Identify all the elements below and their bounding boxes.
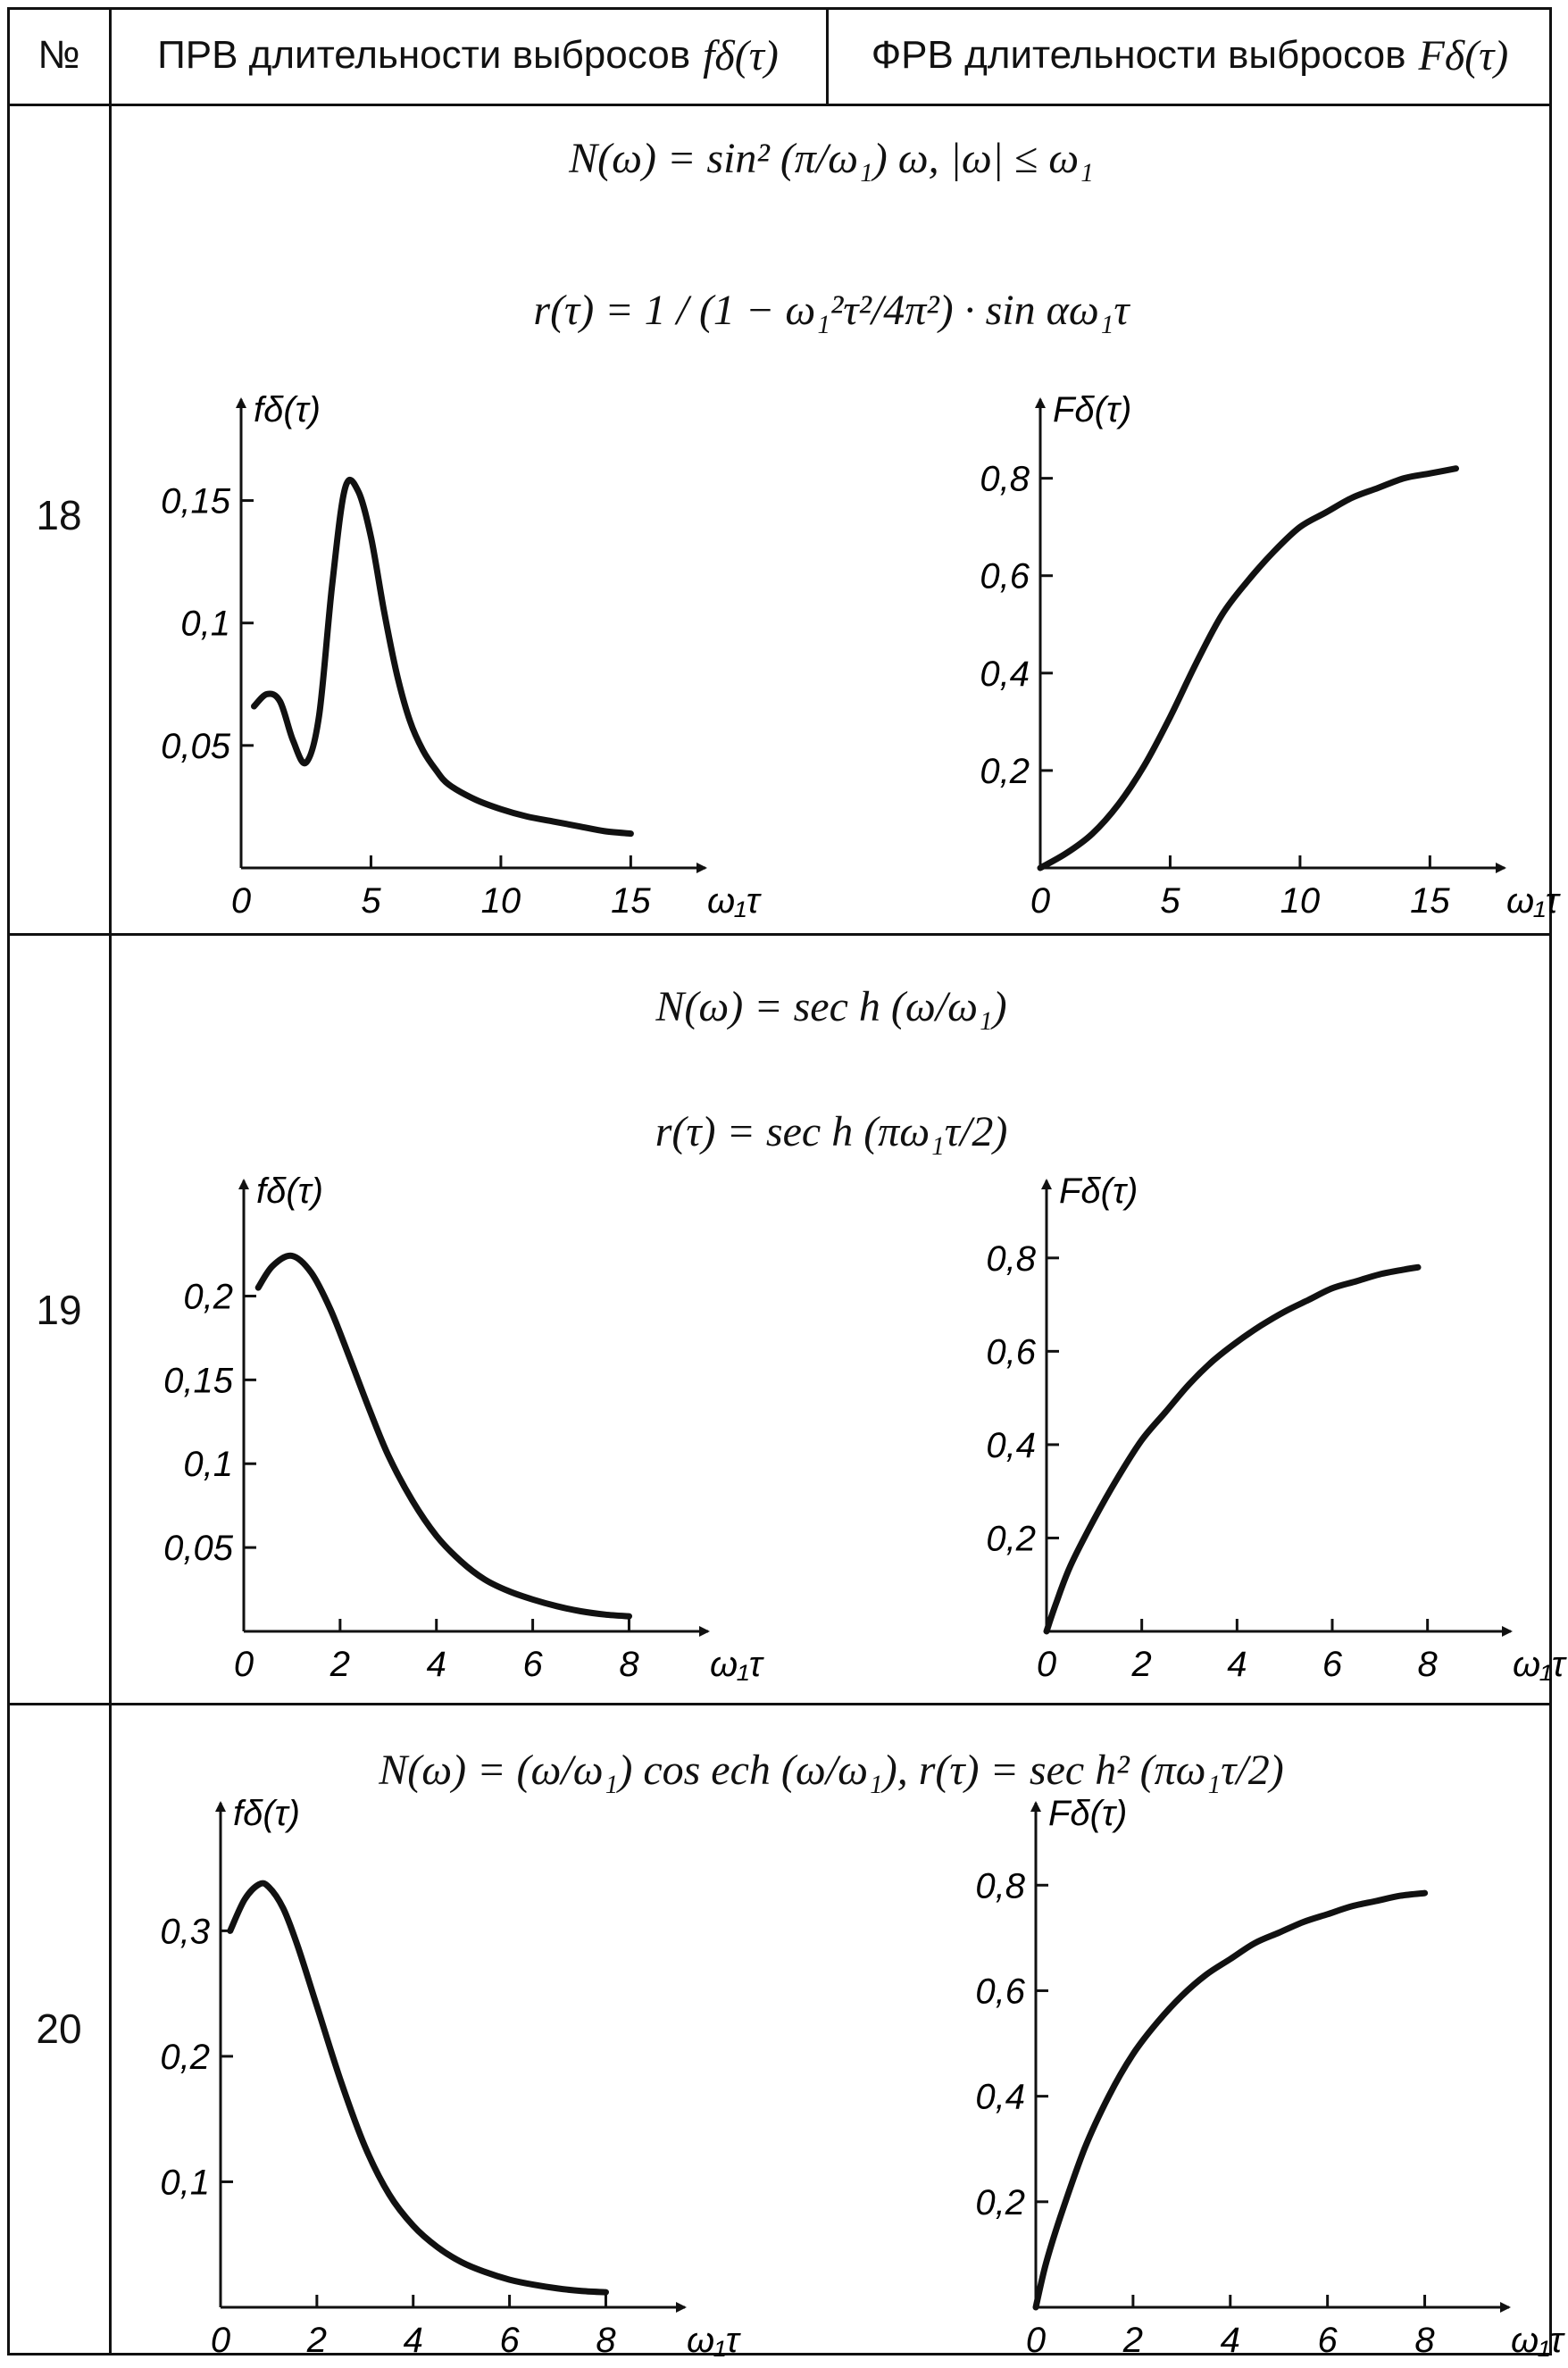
x-tick-label: 0 [1026,2321,1046,2360]
y-tick-label: 0,6 [986,1332,1036,1372]
row19-formula-spectrum: N(ω) = sec h (ω/ω₁) [655,983,1007,1030]
x-axis-label: ω₁τ [1511,2321,1566,2360]
header-number-label: № [38,33,80,77]
x-tick-label: 5 [361,881,381,921]
y-tick-label: 0,8 [975,1866,1025,1905]
header-cdf-label: ФРВ длительности выбросов [871,33,1406,77]
chart-r18_pdf: 0,05 0,1 0,15 0 5 10 15 ω₁τ fδ(τ) [161,390,763,921]
y-tick-label: 0,05 [161,727,231,766]
header-pdf-label: ПРВ длительности выбросов [157,33,691,77]
y-tick-label: 0,05 [163,1529,234,1568]
row18-formula-spectrum: N(ω) = sin² (π/ω₁) ω, |ω| ≤ ω₁ [569,135,1094,182]
x-tick-label: 8 [619,1645,639,1684]
y-axis-label: fδ(τ) [254,390,321,429]
y-tick-label: 0,8 [986,1239,1036,1279]
y-tick-label: 0,15 [161,482,231,521]
y-tick-label: 0,2 [975,2183,1025,2222]
y-tick-label: 0,1 [180,605,230,644]
y-tick-label: 0,1 [160,2163,210,2202]
y-axis-label: fδ(τ) [256,1171,323,1211]
chart-r20_pdf: 0,1 0,2 0,3 0 2 4 6 8 ω₁τ fδ(τ) [160,1794,741,2360]
row-divider-19-20 [7,1703,1552,1705]
x-tick-label: 0 [211,2321,230,2360]
chart-r18_cdf: 0,2 0,4 0,6 0,8 0 5 10 15 ω₁τ Fδ(τ) [980,390,1561,921]
x-tick-label: 6 [1322,1645,1343,1684]
x-tick-label: 0 [1037,1645,1056,1684]
x-tick-label: 5 [1160,881,1180,921]
x-tick-label: 15 [1410,881,1450,921]
x-axis-label: ω₁τ [710,1645,765,1684]
y-tick-label: 0,3 [160,1912,210,1951]
x-tick-label: 0 [231,881,251,921]
row-number-18: 18 [36,492,82,538]
y-tick-label: 0,1 [183,1445,233,1484]
y-tick-label: 0,6 [980,557,1030,596]
y-axis-label: fδ(τ) [233,1794,300,1833]
series-line [1032,1889,1429,2311]
y-tick-label: 0,8 [980,460,1030,499]
x-tick-label: 2 [1131,1645,1152,1684]
header-cdf-math: Fδ(τ) [1418,31,1509,79]
y-tick-label: 0,2 [183,1277,233,1316]
series-line [251,476,634,838]
x-tick-label: 8 [1418,1645,1439,1684]
x-tick-label: 4 [404,2321,423,2360]
header-pdf: ПРВ длительности выбросов fδ(τ) [111,7,825,104]
series-line [227,1880,609,2296]
table-frame [7,7,1552,2355]
y-tick-label: 0,4 [975,2078,1025,2117]
number-column-divider [109,7,112,2355]
y-axis-label: Fδ(τ) [1048,1794,1127,1833]
y-tick-label: 0,4 [980,655,1030,694]
x-tick-label: 10 [1280,881,1321,921]
row-divider-18-19 [7,933,1552,936]
header-pdf-math: fδ(τ) [703,31,779,79]
row-number-19: 19 [36,1287,82,1333]
x-tick-label: 4 [1221,2321,1240,2360]
x-tick-label: 6 [522,1645,543,1684]
series-line [254,1252,632,1620]
x-axis-label: ω₁τ [707,881,763,921]
chart-r20_cdf: 0,2 0,4 0,6 0,8 0 2 4 6 8 ω₁τ Fδ(τ) [975,1794,1565,2360]
x-tick-label: 6 [1318,2321,1339,2360]
x-tick-label: 4 [1227,1645,1247,1684]
header-number: № [7,7,111,104]
row19-formula-correlation: r(τ) = sec h (πω₁τ/2) [655,1108,1008,1155]
x-tick-label: 8 [596,2321,616,2360]
header-column-divider [826,7,829,105]
y-tick-label: 0,2 [986,1519,1036,1558]
header-divider [7,104,1552,106]
x-axis-label: ω₁τ [1506,881,1562,921]
header-cdf: ФРВ длительности выбросов Fδ(τ) [828,7,1552,104]
x-axis-label: ω₁τ [687,2321,742,2360]
y-axis-label: Fδ(τ) [1059,1171,1138,1211]
row-number-20: 20 [36,2005,82,2052]
y-tick-label: 0,4 [986,1426,1036,1465]
x-tick-label: 10 [481,881,521,921]
x-tick-label: 2 [1122,2321,1143,2360]
chart-r19_pdf: 0,05 0,1 0,15 0,2 0 2 4 6 8 ω₁τ fδ(τ) [163,1171,765,1684]
y-tick-label: 0,2 [980,752,1030,791]
x-tick-label: 4 [427,1645,446,1684]
x-tick-label: 8 [1414,2321,1435,2360]
y-tick-label: 0,15 [163,1361,234,1400]
x-tick-label: 15 [611,881,651,921]
row20-formula: N(ω) = (ω/ω₁) cos ech (ω/ω₁), r(τ) = sec… [379,1747,1284,1794]
x-tick-label: 2 [329,1645,350,1684]
x-tick-label: 2 [306,2321,327,2360]
row18-formula-correlation: r(τ) = 1 / (1 − ω₁²τ²/4π²) · sin αω₁τ [533,287,1130,334]
y-tick-label: 0,2 [160,2038,210,2077]
y-tick-label: 0,6 [975,1972,1025,2011]
x-tick-label: 0 [234,1645,254,1684]
y-axis-label: Fδ(τ) [1053,390,1131,429]
series-line [1043,1263,1422,1635]
series-line [1037,465,1459,871]
chart-r19_cdf: 0,2 0,4 0,6 0,8 0 2 4 6 8 ω₁τ Fδ(τ) [986,1171,1567,1684]
x-axis-label: ω₁τ [1513,1645,1568,1684]
x-tick-label: 0 [1030,881,1050,921]
x-tick-label: 6 [499,2321,520,2360]
